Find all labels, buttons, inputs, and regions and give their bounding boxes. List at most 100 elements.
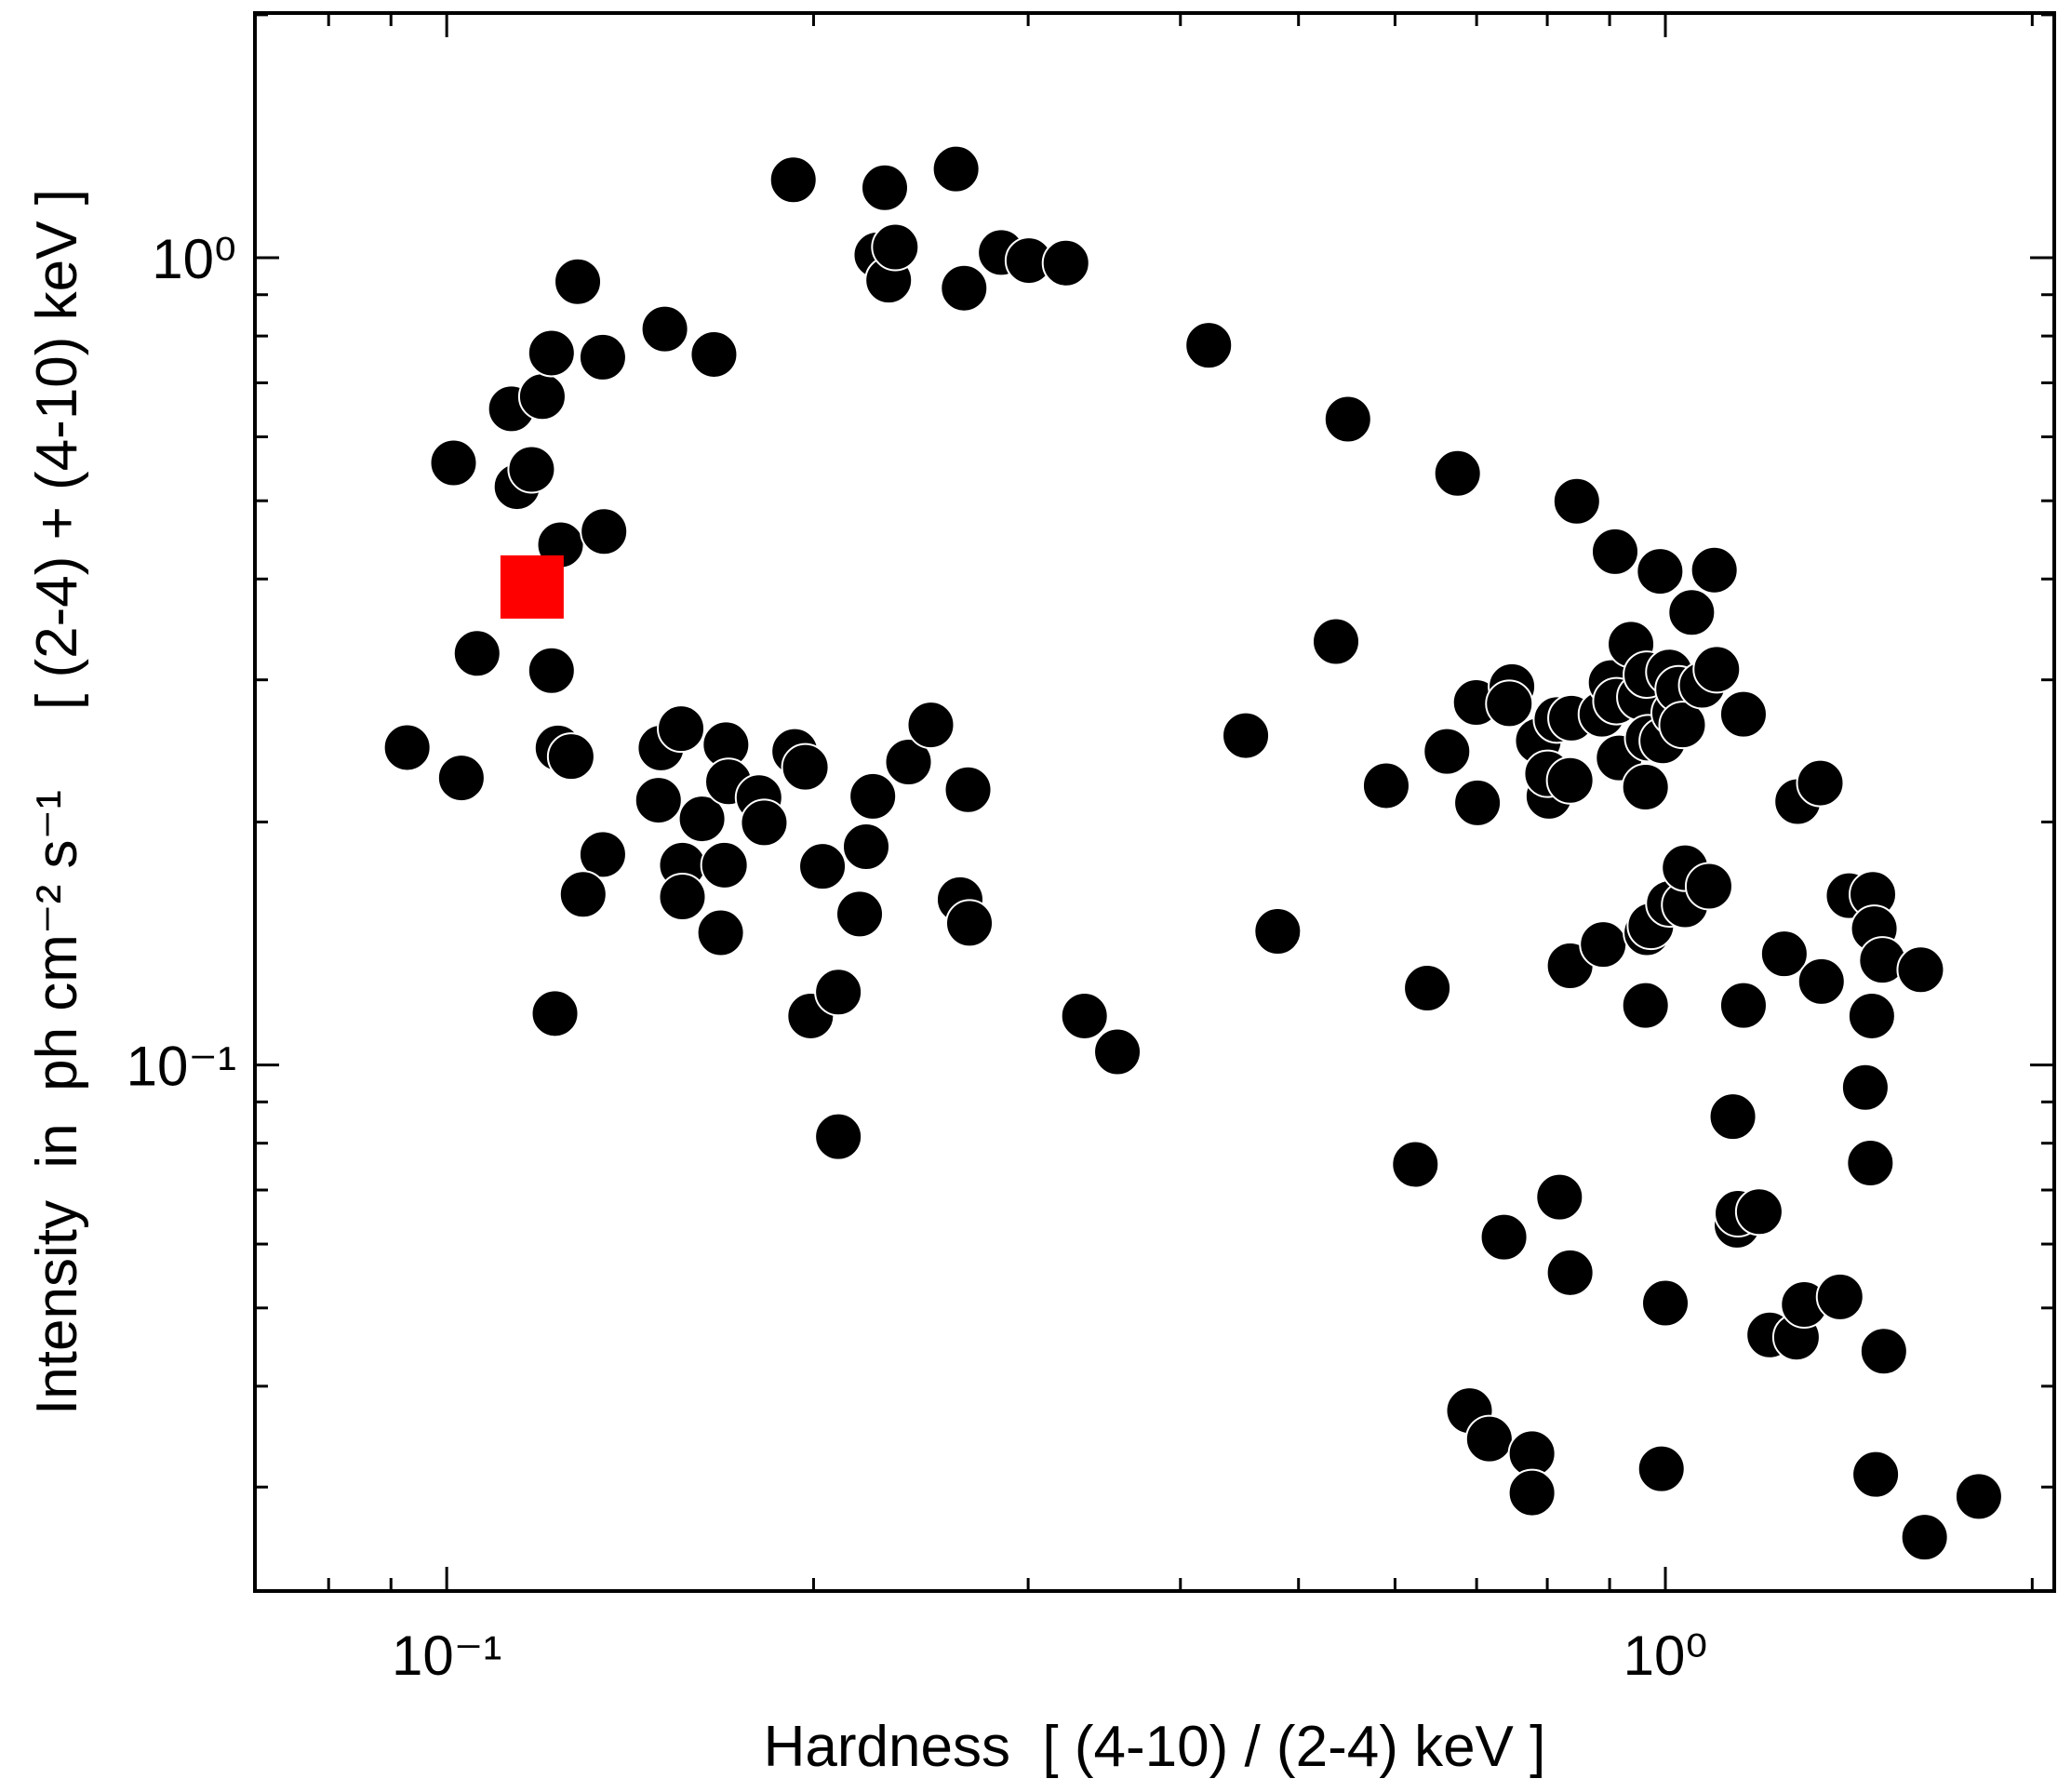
point-marker (1545, 1248, 1595, 1297)
point-marker (1391, 1140, 1440, 1189)
point-marker (1621, 762, 1670, 811)
point-marker (677, 795, 727, 844)
point-marker (1535, 1172, 1584, 1222)
point-marker (1797, 956, 1846, 1006)
point-marker (943, 765, 993, 814)
point-marker (1222, 711, 1271, 760)
y-axis-label: Intensity in ph cm⁻² s⁻¹ [ (2-4) + (4-10… (25, 189, 89, 1415)
point-marker (530, 989, 580, 1038)
point-marker (1361, 761, 1410, 810)
point-marker (814, 968, 863, 1017)
point-marker (1312, 617, 1361, 666)
y-tick-label: 10⁻¹ (127, 1036, 236, 1098)
point-marker (1403, 964, 1452, 1013)
point-marker (1253, 906, 1303, 956)
point-marker (452, 629, 501, 678)
point-marker (658, 873, 707, 922)
point-marker (507, 445, 556, 494)
point-marker (1485, 679, 1534, 729)
point-marker (1041, 238, 1090, 288)
point-marker (1815, 1272, 1864, 1321)
point-marker (1637, 1444, 1686, 1493)
point-marker (1590, 527, 1639, 576)
point-marker (1060, 991, 1109, 1040)
point-marker (1684, 862, 1733, 911)
point-marker (1545, 756, 1595, 805)
point-marker (517, 372, 567, 421)
point-marker (1690, 545, 1739, 595)
point-marker (848, 771, 898, 821)
point-marker (781, 742, 830, 792)
point-marker (696, 908, 745, 957)
point-marker (1718, 689, 1768, 739)
point-marker (1433, 448, 1482, 498)
point-marker (798, 842, 848, 891)
point-marker (1641, 1278, 1690, 1328)
point-marker (578, 332, 627, 381)
point-marker (1423, 727, 1472, 776)
point-marker (1796, 758, 1845, 808)
point-marker (554, 257, 603, 306)
point-marker (1552, 476, 1601, 526)
point-marker (940, 263, 989, 313)
point-marker (1900, 1513, 1949, 1562)
point-marker (546, 732, 595, 782)
point-marker (1093, 1027, 1142, 1077)
point-marker (1859, 1327, 1908, 1376)
point-marker (527, 646, 576, 695)
point-marker (382, 723, 432, 772)
point-marker (906, 701, 955, 750)
x-tick-label: 10⁰ (1623, 1625, 1708, 1687)
point-marker (871, 222, 920, 272)
point-marker (429, 438, 478, 488)
point-marker (1718, 981, 1768, 1030)
point-marker (1579, 920, 1628, 970)
point-marker (860, 163, 909, 212)
point-marker (527, 328, 576, 378)
point-marker (1759, 929, 1809, 979)
point-marker (580, 507, 629, 556)
point-marker (1734, 1187, 1784, 1237)
point-marker (689, 329, 739, 379)
point-marker (578, 830, 627, 879)
point-marker (1621, 981, 1670, 1030)
point-marker (1323, 395, 1372, 444)
plot-frame (253, 11, 2056, 1593)
point-marker (931, 144, 981, 194)
point-marker (1507, 1468, 1557, 1518)
point-marker (1464, 1414, 1514, 1464)
point-marker (1954, 1472, 2003, 1521)
square-marker (500, 555, 564, 619)
point-marker (1847, 991, 1896, 1040)
point-marker (657, 704, 706, 754)
point-marker (640, 304, 689, 354)
point-marker (945, 899, 995, 948)
point-marker (1851, 1450, 1901, 1499)
point-marker (814, 1112, 863, 1161)
point-marker (436, 754, 486, 803)
point-marker (1453, 778, 1503, 827)
point-marker (1896, 945, 1945, 995)
point-marker (842, 822, 891, 871)
point-marker (1840, 1063, 1890, 1112)
y-tick-label: 10⁰ (152, 228, 236, 290)
point-marker (768, 155, 818, 205)
point-marker (1692, 645, 1742, 694)
point-marker (1184, 321, 1234, 370)
x-axis-label: Hardness [ (4-10) / (2-4) keV ] (764, 1715, 1546, 1779)
point-marker (558, 870, 608, 919)
point-marker (1667, 588, 1717, 637)
point-marker (1658, 701, 1707, 750)
point-marker (634, 776, 683, 825)
point-marker (1636, 547, 1685, 596)
point-marker (1479, 1212, 1529, 1262)
point-marker (1846, 1139, 1895, 1188)
x-tick-label: 10⁻¹ (392, 1625, 501, 1687)
point-marker (1708, 1092, 1757, 1142)
point-marker (835, 889, 885, 939)
point-marker (700, 840, 749, 889)
point-marker (740, 798, 789, 848)
point-marker (884, 738, 933, 787)
